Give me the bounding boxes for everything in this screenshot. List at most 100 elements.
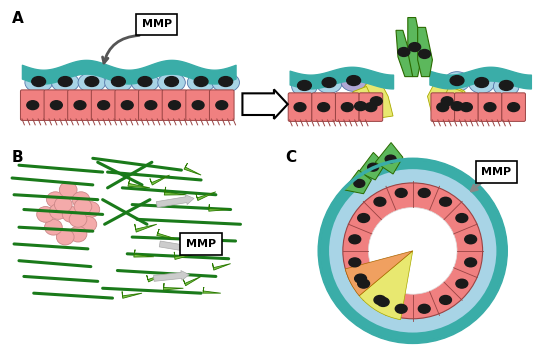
Polygon shape — [196, 236, 216, 244]
Text: C: C — [285, 151, 296, 166]
Ellipse shape — [192, 101, 204, 110]
Ellipse shape — [395, 304, 407, 313]
Ellipse shape — [374, 295, 386, 304]
Ellipse shape — [85, 77, 99, 87]
Ellipse shape — [374, 197, 386, 206]
Ellipse shape — [216, 101, 227, 110]
Ellipse shape — [78, 73, 106, 92]
Text: B: B — [12, 151, 24, 166]
Ellipse shape — [69, 226, 87, 242]
FancyBboxPatch shape — [186, 90, 210, 120]
FancyArrow shape — [156, 195, 194, 208]
Ellipse shape — [164, 77, 178, 87]
Ellipse shape — [440, 295, 452, 304]
Ellipse shape — [484, 103, 496, 111]
FancyBboxPatch shape — [288, 93, 312, 121]
Ellipse shape — [74, 199, 92, 214]
Ellipse shape — [354, 179, 365, 187]
Ellipse shape — [450, 75, 464, 85]
Ellipse shape — [169, 101, 181, 110]
Polygon shape — [418, 27, 432, 77]
FancyArrow shape — [159, 241, 197, 254]
Ellipse shape — [349, 235, 361, 244]
Ellipse shape — [365, 103, 377, 111]
Ellipse shape — [341, 103, 353, 111]
Ellipse shape — [418, 188, 430, 197]
Polygon shape — [212, 263, 231, 270]
Ellipse shape — [54, 197, 72, 213]
Ellipse shape — [368, 163, 378, 171]
Ellipse shape — [398, 48, 410, 57]
Ellipse shape — [79, 216, 96, 232]
FancyBboxPatch shape — [20, 90, 45, 120]
Ellipse shape — [465, 235, 476, 244]
Ellipse shape — [212, 73, 239, 92]
Ellipse shape — [72, 192, 90, 208]
Ellipse shape — [145, 101, 157, 110]
FancyBboxPatch shape — [478, 93, 502, 121]
Ellipse shape — [418, 304, 430, 313]
FancyBboxPatch shape — [431, 93, 454, 121]
Polygon shape — [203, 287, 221, 293]
Ellipse shape — [112, 77, 125, 87]
FancyBboxPatch shape — [359, 93, 383, 121]
Ellipse shape — [395, 188, 407, 197]
Polygon shape — [396, 30, 413, 77]
Ellipse shape — [499, 80, 513, 90]
Ellipse shape — [460, 103, 472, 111]
Ellipse shape — [456, 214, 468, 222]
Ellipse shape — [369, 208, 457, 294]
Ellipse shape — [343, 183, 482, 319]
Polygon shape — [147, 273, 167, 282]
Ellipse shape — [188, 73, 215, 92]
Ellipse shape — [50, 204, 67, 219]
FancyBboxPatch shape — [115, 90, 140, 120]
Ellipse shape — [475, 78, 488, 88]
Polygon shape — [408, 17, 423, 77]
Ellipse shape — [158, 73, 185, 92]
Ellipse shape — [349, 258, 361, 267]
FancyBboxPatch shape — [91, 90, 116, 120]
FancyBboxPatch shape — [139, 90, 163, 120]
Ellipse shape — [508, 103, 520, 111]
Ellipse shape — [138, 77, 152, 87]
Polygon shape — [163, 283, 183, 290]
Text: A: A — [12, 11, 24, 26]
Ellipse shape — [57, 229, 74, 245]
Ellipse shape — [341, 72, 367, 91]
Ellipse shape — [51, 101, 63, 110]
Ellipse shape — [27, 101, 39, 110]
Ellipse shape — [355, 274, 367, 283]
Polygon shape — [183, 277, 201, 286]
Ellipse shape — [493, 77, 519, 96]
Ellipse shape — [63, 206, 80, 222]
Ellipse shape — [98, 101, 109, 110]
Ellipse shape — [105, 73, 132, 92]
FancyBboxPatch shape — [335, 93, 359, 121]
FancyBboxPatch shape — [68, 90, 92, 120]
Ellipse shape — [377, 298, 389, 307]
Ellipse shape — [219, 77, 233, 87]
Ellipse shape — [358, 214, 370, 222]
FancyBboxPatch shape — [136, 14, 177, 35]
Polygon shape — [343, 87, 374, 121]
Ellipse shape — [32, 77, 46, 87]
Ellipse shape — [355, 102, 367, 111]
Ellipse shape — [316, 74, 342, 93]
FancyBboxPatch shape — [181, 233, 222, 255]
FancyBboxPatch shape — [454, 93, 478, 121]
Ellipse shape — [45, 219, 63, 235]
Text: MMP: MMP — [186, 239, 216, 249]
Polygon shape — [184, 163, 201, 175]
FancyBboxPatch shape — [44, 90, 68, 120]
Text: MMP: MMP — [142, 20, 172, 30]
Ellipse shape — [451, 102, 463, 111]
Ellipse shape — [456, 279, 468, 288]
FancyArrow shape — [154, 271, 189, 281]
Ellipse shape — [194, 77, 208, 87]
Ellipse shape — [82, 201, 100, 218]
Polygon shape — [134, 250, 154, 257]
Wedge shape — [345, 251, 413, 296]
Ellipse shape — [444, 72, 470, 91]
Polygon shape — [174, 252, 196, 260]
